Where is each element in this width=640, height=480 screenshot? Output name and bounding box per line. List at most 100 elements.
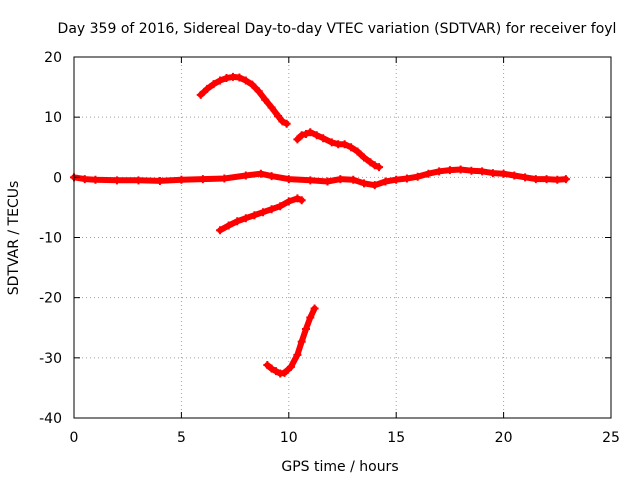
data-point (276, 202, 285, 211)
data-point (293, 350, 302, 359)
data-point (478, 167, 487, 176)
data-point (521, 173, 530, 182)
data-point (293, 194, 302, 203)
data-point (375, 163, 384, 172)
data-point (301, 324, 310, 333)
x-tick-label: 5 (177, 430, 186, 446)
data-point (112, 176, 121, 185)
data-point (349, 175, 358, 184)
data-point (235, 73, 244, 82)
data-point (336, 175, 345, 184)
data-point (413, 172, 422, 181)
data-point (366, 158, 375, 167)
data-point (250, 211, 259, 220)
data-point (553, 175, 562, 184)
data-point (284, 197, 293, 206)
data-point (263, 361, 272, 370)
data-point (134, 176, 143, 185)
y-tick-label: -40 (39, 411, 62, 427)
y-tick-label: 0 (53, 170, 62, 186)
data-point (319, 134, 328, 143)
data-point (267, 205, 276, 214)
data-point (261, 95, 270, 104)
chart-title: Day 359 of 2016, Sidereal Day-to-day VTE… (58, 21, 617, 37)
data-point (488, 169, 497, 178)
data-point (445, 166, 454, 175)
y-tick-label: -20 (39, 291, 62, 307)
data-point (203, 84, 212, 93)
data-point (510, 171, 519, 180)
data-point (561, 175, 570, 184)
data-point (456, 165, 465, 174)
y-tick-label: 20 (44, 50, 62, 66)
data-point (177, 175, 186, 184)
data-point (359, 153, 368, 162)
data-point (297, 337, 306, 346)
data-point (542, 175, 551, 184)
data-point (274, 111, 283, 120)
data-point (359, 179, 368, 188)
data-point (286, 362, 295, 371)
grid (74, 57, 611, 418)
series-group (196, 72, 291, 128)
data-point (233, 217, 242, 226)
data-point (80, 175, 89, 184)
data-point (254, 87, 263, 96)
data-point (310, 304, 319, 313)
series-group (216, 194, 306, 235)
data-point (256, 169, 265, 178)
data-point (435, 167, 444, 176)
data-point (209, 80, 218, 89)
data-point (155, 176, 164, 185)
series-group (293, 128, 384, 172)
data-point (267, 364, 276, 373)
data-point (220, 174, 229, 183)
data-point (381, 177, 390, 186)
data-point (297, 196, 306, 205)
data-point (282, 119, 291, 128)
data-point (222, 74, 231, 83)
data-point (198, 175, 207, 184)
x-tick-label: 15 (387, 430, 405, 446)
data-point (241, 76, 250, 85)
data-point (267, 103, 276, 112)
data-point (248, 80, 257, 89)
data-point (293, 135, 302, 144)
data-point (241, 171, 250, 180)
y-tick-label: -30 (39, 351, 62, 367)
data-point (402, 174, 411, 183)
data-point (312, 131, 321, 140)
series-group (263, 304, 319, 378)
data-point (392, 175, 401, 184)
data-point (323, 177, 332, 186)
data-point (216, 76, 225, 85)
data-point (259, 208, 268, 217)
data-point (306, 313, 315, 322)
data-point (531, 175, 540, 184)
data-point (370, 161, 379, 170)
y-axis-label: SDTVAR / TECUs (6, 181, 22, 296)
data-point (306, 128, 315, 137)
x-tick-label: 20 (495, 430, 513, 446)
data-point (278, 117, 287, 126)
data-point (424, 169, 433, 178)
data-point (347, 143, 356, 152)
y-axis-ticks: -40 -30 -20 -10 0 10 20 (39, 50, 611, 427)
x-axis-ticks: 0 5 10 15 20 25 (70, 57, 620, 446)
data-point (297, 131, 306, 140)
data-point (306, 176, 315, 185)
data-point (280, 368, 289, 377)
data-point (353, 147, 362, 156)
data-point (284, 175, 293, 184)
data-point (327, 138, 336, 147)
data-point (301, 130, 310, 139)
data-point (467, 166, 476, 175)
data-series (70, 72, 570, 378)
x-tick-label: 0 (70, 430, 79, 446)
series-group (70, 165, 570, 190)
x-tick-label: 10 (280, 430, 298, 446)
data-point (224, 221, 233, 230)
x-tick-label: 25 (602, 430, 620, 446)
data-point (196, 90, 205, 99)
